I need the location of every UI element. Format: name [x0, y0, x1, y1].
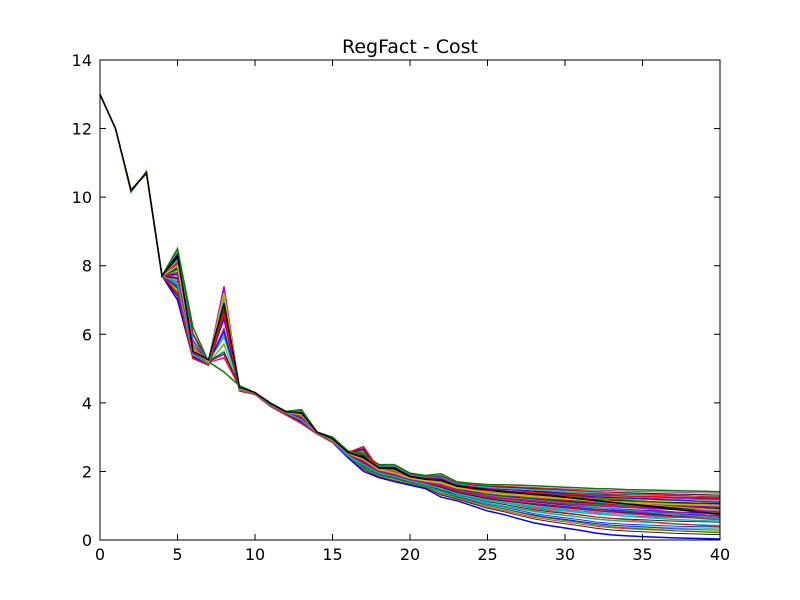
y-tick-label: 2: [82, 462, 92, 481]
x-tick-label: 10: [245, 545, 265, 564]
y-tick-label: 12: [72, 120, 92, 139]
x-tick-label: 0: [95, 545, 105, 564]
cost-curve-1: [99, 93, 721, 493]
series-layer: [99, 93, 721, 540]
y-tick-label: 10: [72, 188, 92, 207]
y-tick-label: 0: [82, 531, 92, 550]
chart-title: RegFact - Cost: [342, 36, 478, 58]
y-tick-label: 4: [82, 394, 92, 413]
x-tick-label: 5: [172, 545, 182, 564]
x-tick-label: 35: [632, 545, 652, 564]
cost-curve-5: [99, 93, 721, 507]
x-tick-label: 20: [400, 545, 420, 564]
x-tick-label: 40: [710, 545, 730, 564]
plot-frame: [99, 59, 721, 541]
y-tick-label: 8: [82, 257, 92, 276]
y-tick-label: 6: [82, 325, 92, 344]
x-tick-label: 25: [477, 545, 497, 564]
cost-curve-6: [99, 93, 721, 516]
x-tick-label: 30: [555, 545, 575, 564]
y-tick-label: 14: [72, 51, 92, 70]
x-tick-label: 15: [322, 545, 342, 564]
cost-curve-3: [99, 93, 721, 523]
